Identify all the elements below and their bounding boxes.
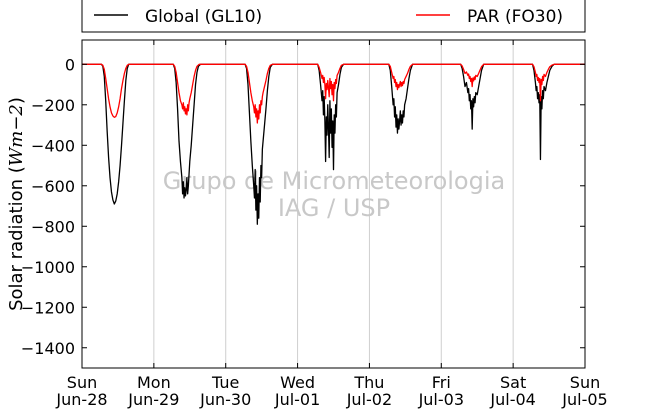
y-tick-labels: 0 −200 −400 −600 −800 −1000 −1200 −1400 [21,55,75,357]
y-tick-label: −200 [31,96,75,115]
y-tick-label: −1000 [21,258,75,277]
legend-box [81,0,586,33]
x-tick-label-date: Jul-04 [489,390,535,409]
x-tick-label-day: Wed [280,373,315,392]
legend-label-global: Global (GL10) [145,7,262,27]
y-tick-label: −400 [31,136,75,155]
x-tick-label-date: Jul-05 [561,390,607,409]
x-tick-label-day: Mon [137,373,171,392]
y-tick-label: 0 [65,55,75,74]
series-layer [82,63,585,225]
series-line-par [82,63,585,124]
series-line-global [82,63,585,225]
plot-frame [81,39,586,369]
watermark-line-1: Grupo de Micrometeorologia [163,167,505,195]
x-tick-label-date: Jun-30 [199,390,251,409]
y-axis-label-main: Solar radiation ( [6,166,27,311]
x-tick-label-date: Jun-28 [55,390,107,409]
x-tick-label-day: Fri [432,373,451,392]
legend: Global (GL10) PAR (FO30) [81,0,586,33]
legend-label-par: PAR (FO30) [467,7,563,27]
y-tick-label: −800 [31,217,75,236]
x-tick-label-date: Jul-03 [418,390,464,409]
y-tick-label: −600 [31,177,75,196]
y-axis-label-unit: Wm [6,131,27,167]
x-tick-label-day: Thu [353,373,384,392]
x-tick-label-day: Sat [500,373,526,392]
grid-lines [153,40,514,368]
watermark-line-2: IAG / USP [278,194,390,222]
x-tick-label-date: Jul-01 [274,390,320,409]
y-tick-label: −1200 [21,298,75,317]
y-axis-label-exp: −2 [6,104,27,131]
y-axis-label-close: ) [6,97,27,104]
x-tick-label-date: Jun-29 [127,390,179,409]
x-tick-label-date: Jul-02 [346,390,392,409]
x-tick-label-day: Sun [570,373,600,392]
y-tick-label: −1400 [21,339,75,358]
x-tick-label-day: Sun [67,373,97,392]
y-axis-label: Solar radiation (Wm−2) [6,97,27,311]
x-tick-label-day: Tue [211,373,239,392]
x-tick-labels: SunJun-28MonJun-29TueJun-30WedJul-01ThuJ… [55,373,607,409]
